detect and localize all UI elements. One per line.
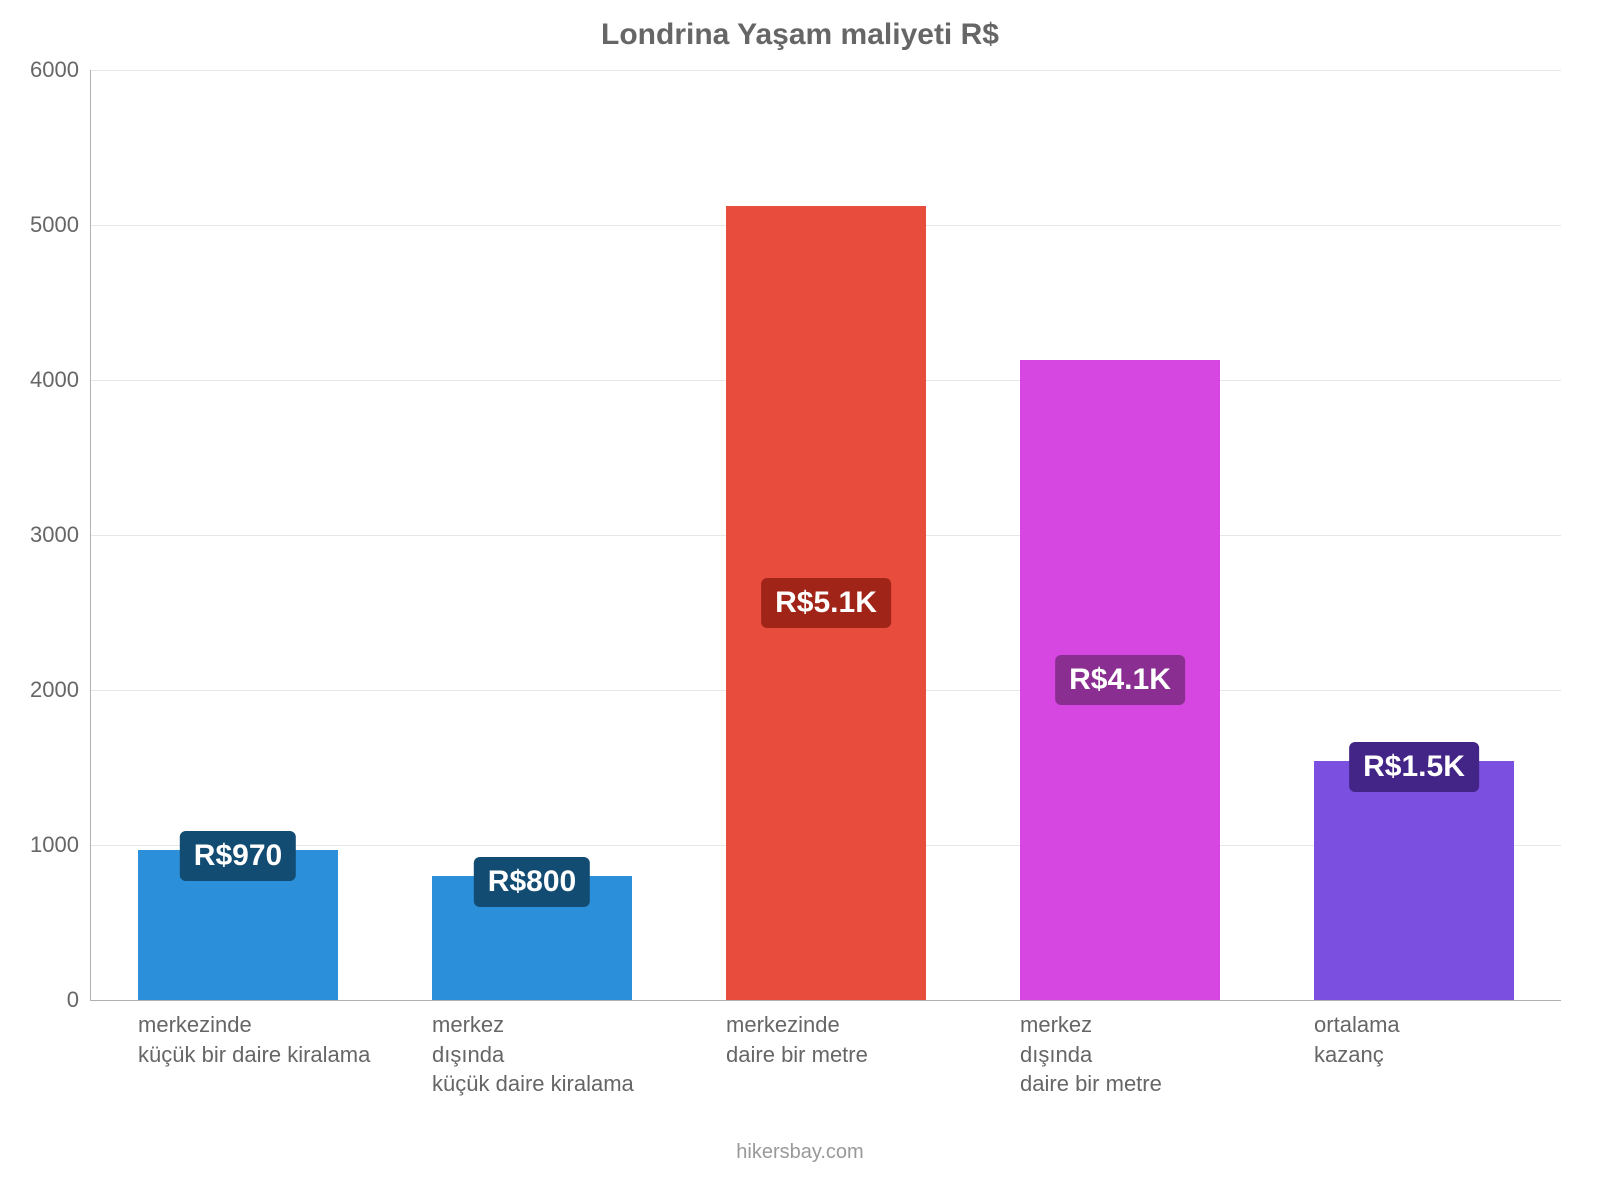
x-tick-label: ortalama kazanç <box>1267 1000 1561 1069</box>
y-tick-label: 6000 <box>30 57 91 83</box>
y-tick-label: 4000 <box>30 367 91 393</box>
bar <box>1314 761 1514 1000</box>
chart-container: Londrina Yaşam maliyeti R$ 0100020003000… <box>0 0 1600 1200</box>
x-tick-label: merkezinde küçük bir daire kiralama <box>91 1000 385 1069</box>
y-tick-label: 0 <box>67 987 91 1013</box>
bar-value-label: R$1.5K <box>1349 742 1479 792</box>
bar-value-label: R$4.1K <box>1055 655 1185 705</box>
y-tick-label: 2000 <box>30 677 91 703</box>
attribution-text: hikersbay.com <box>0 1141 1600 1164</box>
plot-area: 0100020003000400050006000R$970merkezinde… <box>90 70 1561 1001</box>
x-tick-label: merkezinde daire bir metre <box>679 1000 973 1069</box>
y-tick-label: 5000 <box>30 212 91 238</box>
x-tick-label: merkez dışında daire bir metre <box>973 1000 1267 1099</box>
chart-title: Londrina Yaşam maliyeti R$ <box>0 18 1600 52</box>
x-tick-label: merkez dışında küçük daire kiralama <box>385 1000 679 1099</box>
bar-value-label: R$5.1K <box>761 578 891 628</box>
bar-value-label: R$800 <box>474 857 590 907</box>
y-tick-label: 3000 <box>30 522 91 548</box>
grid-line <box>91 70 1561 71</box>
y-tick-label: 1000 <box>30 832 91 858</box>
bar-value-label: R$970 <box>180 831 296 881</box>
